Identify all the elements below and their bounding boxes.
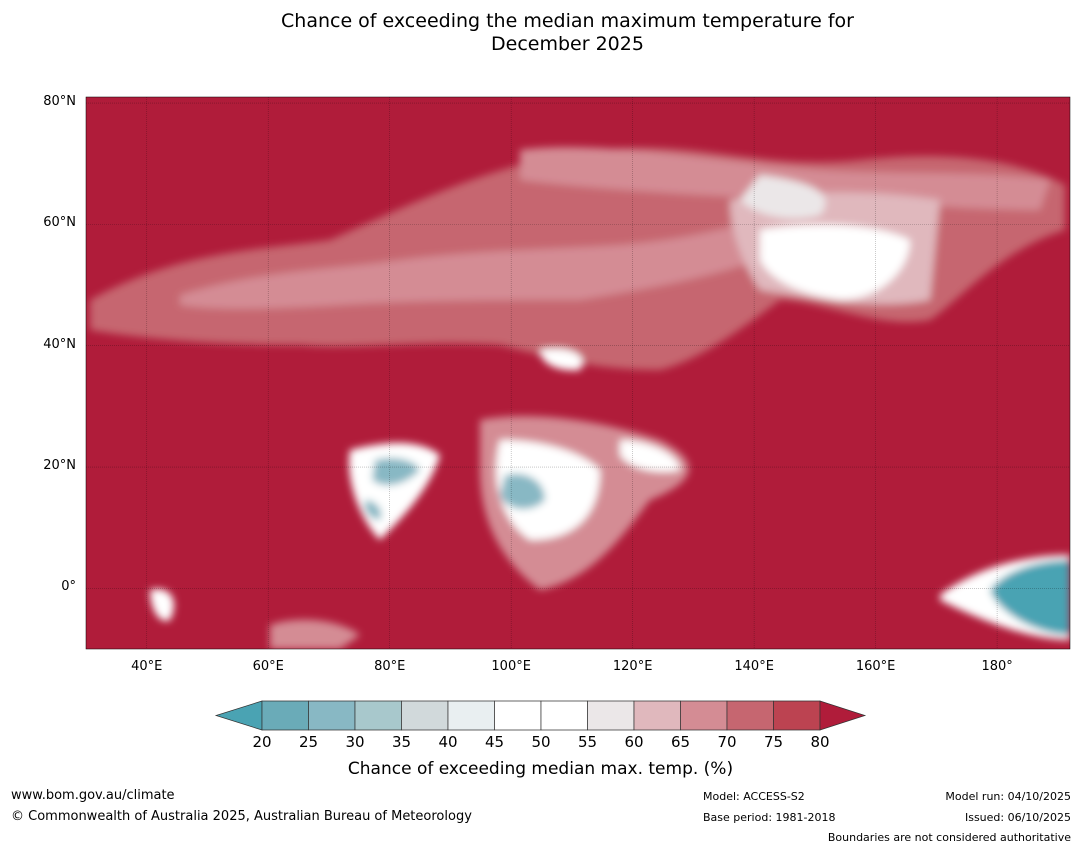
colorbar-label: Chance of exceeding median max. temp. (%… [347,759,734,779]
title-line-1: Chance of exceeding the median maximum t… [281,10,854,32]
colorbar-tick-label: 75 [763,733,784,751]
region-white-siberia [740,175,826,219]
region-65-70 [180,220,760,309]
lon-tick-label: 180° [981,659,1013,674]
lat-tick-label: 80°N [43,94,76,110]
colorbar-tick-label: 55 [577,733,598,751]
region-indian-ocean-pink [270,619,360,649]
colorbar-bin [494,700,542,731]
lat-tick-label: 0° [61,579,76,595]
region-india-teal-south [364,500,382,520]
colorbar-bin [773,700,821,731]
colorbar-tick-label: 70 [717,733,737,751]
colorbar-bin [680,700,728,731]
colorbar-bin [587,700,635,731]
colorbar-bin [447,700,495,731]
colorbar-bin [401,700,449,731]
copyright: © Commonwealth of Australia 2025, Austra… [11,809,472,824]
anomaly-regions [90,147,1070,649]
boundaries-note: Boundaries are not considered authoritat… [827,831,1071,844]
region-white-ne-asia [760,224,910,300]
colorbar [214,700,867,731]
model-run: Model run: 04/10/2025 [945,790,1071,803]
region-indochina-white [496,440,600,540]
lat-tick-label: 60°N [43,215,76,231]
colorbar-tick-label: 80 [810,733,830,751]
issued-date: Issued: 06/10/2025 [964,811,1071,824]
title-line-2: December 2025 [491,33,644,55]
colorbar-bin [261,700,309,731]
lon-tick-label: 80°E [374,659,406,674]
colorbar-bin [540,700,588,731]
lon-tick-label: 160°E [855,659,896,674]
lon-tick-label: 40°E [131,659,163,674]
region-65-70-north [520,147,1050,210]
colorbar-tick-label: 35 [391,733,412,751]
colorbar-bin [633,700,681,731]
model-name: Model: ACCESS-S2 [703,790,805,803]
region-china-white [540,348,583,371]
region-south-china-white [620,440,680,472]
region-africa-white [150,589,174,621]
chart-title: Chance of exceeding the median maximum t… [0,10,1081,56]
colorbar-tick-label: 30 [345,733,365,751]
colorbar-tick-label: 50 [531,733,551,751]
lon-tick-label: 120°E [612,659,653,674]
lon-tick-label: 140°E [734,659,774,674]
base-period: Base period: 1981-2018 [703,811,836,824]
colorbar-tick-label: 45 [484,733,505,751]
colorbar-tick-label: 65 [670,733,691,751]
colorbar-tick-label: 20 [252,733,272,751]
colorbar-tick-label: 25 [298,733,319,751]
colorbar-bin [308,700,356,731]
colorbar-tick-label: 40 [438,733,458,751]
lat-tick-label: 20°N [43,458,76,474]
colorbar-over-arrow [819,700,867,731]
lon-tick-label: 60°E [252,659,284,674]
map-field [86,97,1070,649]
website-link[interactable]: www.bom.gov.au/climate [11,788,175,803]
colorbar-under-arrow [214,700,263,731]
lon-tick-label: 100°E [491,659,531,674]
colorbar-bin [726,700,774,731]
region-india-teal [372,458,420,486]
map-frame [85,96,1071,650]
graticule [86,97,1070,649]
region-pacific-teal [990,560,1070,635]
colorbar-tick-label: 60 [624,733,644,751]
lat-tick-label: 40°N [43,336,76,352]
region-indochina-teal [500,473,545,510]
colorbar-bin [354,700,402,731]
